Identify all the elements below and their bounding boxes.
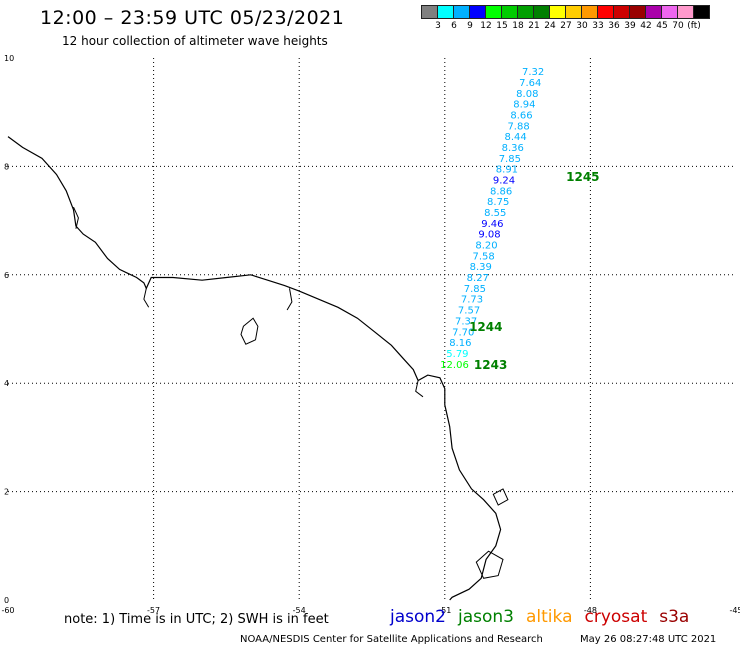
wave-height-value: 7.64 — [519, 78, 541, 89]
legend-label: 30 — [576, 21, 588, 31]
footer-note: note: 1) Time is in UTC; 2) SWH is in fe… — [64, 612, 329, 627]
axis-tick-labels: -60 -57 -54 -51 -48 -45 0 2 4 6 8 10 — [1, 54, 740, 615]
wave-height-value: 8.91 — [496, 165, 518, 176]
legend-label: 27 — [560, 21, 572, 31]
map-subtitle: 12 hour collection of altimeter wave hei… — [62, 34, 328, 48]
legend-label: 21 — [528, 21, 540, 31]
legend-label: 9 — [467, 21, 473, 31]
wave-height-value: 8.20 — [475, 241, 497, 252]
coastline — [7, 136, 509, 601]
wave-height-value: 5.79 — [446, 349, 468, 360]
track-time-label: 1244 — [469, 320, 502, 334]
satellite-key-s3a: s3a — [659, 607, 690, 627]
wave-height-value: 8.08 — [516, 89, 538, 100]
legend-swatches — [421, 5, 710, 19]
legend-label: 39 — [624, 21, 636, 31]
y-tick-label: 10 — [4, 54, 14, 63]
x-tick-label: -48 — [584, 606, 597, 615]
wave-height-value: 8.27 — [467, 273, 489, 284]
x-tick-label: -54 — [293, 606, 306, 615]
credit-line: NOAA/NESDIS Center for Satellite Applica… — [240, 634, 543, 645]
x-tick-label: -57 — [147, 606, 160, 615]
x-tick-label: -51 — [438, 606, 451, 615]
wave-height-value: 7.85 — [499, 154, 521, 165]
y-tick-label: 0 — [4, 596, 9, 605]
y-tick-label: 2 — [4, 488, 9, 497]
y-tick-label: 4 — [4, 379, 9, 388]
x-tick-label: -60 — [1, 606, 14, 615]
x-tick-label: -45 — [729, 606, 740, 615]
wave-height-value: 8.55 — [484, 208, 506, 219]
legend-label: 15 — [496, 21, 508, 31]
wave-height-value: 8.36 — [502, 143, 524, 154]
y-tick-label: 6 — [4, 271, 9, 280]
legend-label: 33 — [592, 21, 604, 31]
legend-label: (ft) — [687, 21, 701, 31]
island-outline — [475, 550, 504, 579]
generated-timestamp: May 26 08:27:48 UTC 2021 — [580, 634, 717, 645]
legend-label: 42 — [640, 21, 652, 31]
wave-height-legend: 3 6 9 12 15 18 21 24 27 30 33 36 39 42 45 70 (ft) — [421, 5, 710, 33]
coastline-inlet — [286, 288, 293, 311]
wave-height-value: 8.75 — [487, 197, 509, 208]
wave-height-value: 8.16 — [449, 338, 471, 349]
wave-height-value: 9.24 — [493, 175, 515, 186]
wave-height-value: 9.08 — [478, 230, 500, 241]
wave-height-value: 12.06 — [440, 360, 469, 371]
map-title: 12:00 – 23:59 UTC 05/23/2021 — [40, 7, 345, 29]
legend-label: 3 — [435, 21, 441, 31]
wave-height-value: 7.37 — [455, 316, 477, 327]
island-outline — [492, 488, 509, 506]
wave-height-value: 7.70 — [452, 327, 474, 338]
satellite-key-jason2: jason2 — [390, 607, 446, 627]
wave-height-value: 8.66 — [510, 110, 532, 121]
coastline-inlet — [73, 206, 79, 229]
wave-height-value: 8.44 — [505, 132, 527, 143]
legend-label: 6 — [451, 21, 457, 31]
legend-label: 70 — [672, 21, 684, 31]
wave-height-value: 8.94 — [513, 100, 535, 111]
coastline-path — [7, 136, 502, 601]
wave-height-value: 7.88 — [507, 121, 529, 132]
wave-height-value: 7.32 — [522, 67, 544, 78]
track-time-label: 1245 — [566, 170, 599, 184]
wave-height-value: 7.57 — [458, 306, 480, 317]
lake-outline — [240, 317, 259, 345]
legend-label: 24 — [544, 21, 556, 31]
satellite-key-jason3: jason3 — [458, 607, 514, 627]
satellite-key: jason2 jason3 altika cryosat s3a — [390, 607, 701, 627]
legend-label: 45 — [656, 21, 668, 31]
wave-height-value: 8.39 — [470, 262, 492, 273]
coastline-inlet — [415, 380, 424, 398]
legend-swatch — [693, 5, 710, 19]
wave-height-value: 7.85 — [464, 284, 486, 295]
y-tick-label: 8 — [4, 162, 9, 171]
wave-height-value: 8.86 — [490, 186, 512, 197]
map-grid — [8, 58, 736, 600]
wave-height-value: 7.58 — [472, 251, 494, 262]
legend-label: 12 — [480, 21, 492, 31]
satellite-key-altika: altika — [526, 607, 573, 627]
legend-labels: 3 6 9 12 15 18 21 24 27 30 33 36 39 42 45 70 (ft) — [422, 19, 710, 33]
track-time-label: 1243 — [474, 358, 507, 372]
wave-height-value: 7.73 — [461, 295, 483, 306]
satellite-key-cryosat: cryosat — [584, 607, 648, 627]
legend-label: 36 — [608, 21, 620, 31]
wave-height-value: 9.46 — [481, 219, 503, 230]
legend-label: 18 — [512, 21, 524, 31]
coastline-inlet — [143, 288, 150, 308]
satellite-track: 7.327.648.088.948.667.888.448.367.858.91… — [440, 67, 599, 372]
